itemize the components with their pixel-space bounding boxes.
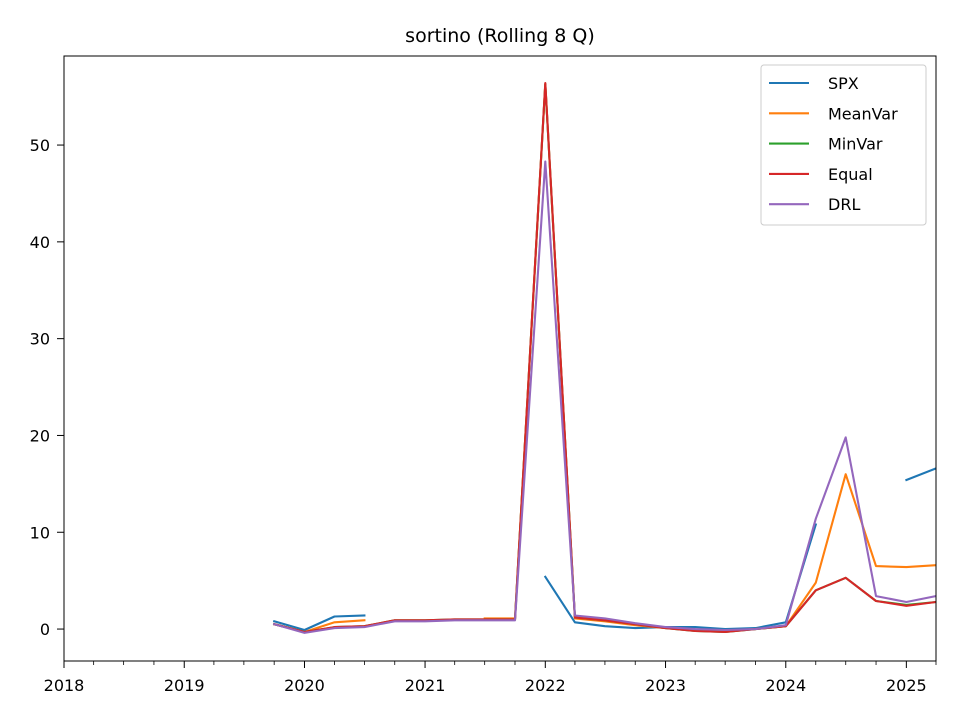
x-tick-label-2024: 2024 xyxy=(765,676,806,695)
legend-label-meanvar: MeanVar xyxy=(828,104,898,123)
x-axis: 2018 2019 2020 2021 2022 2023 2024 2025 xyxy=(44,661,937,695)
legend-item-meanvar: MeanVar xyxy=(769,104,898,123)
series-line-spx-0 xyxy=(272,614,366,632)
legend-item-minvar: MinVar xyxy=(769,135,883,154)
legend: SPX MeanVar MinVar Equal DRL xyxy=(760,64,927,226)
legend-label-minvar: MinVar xyxy=(828,135,883,154)
series-line-spx-1 xyxy=(543,523,818,631)
x-tick-label-2021: 2021 xyxy=(405,676,446,695)
x-tick-label-2020: 2020 xyxy=(284,676,325,695)
series-drl xyxy=(272,160,936,634)
legend-item-equal: Equal xyxy=(769,165,873,184)
plot-frame xyxy=(63,55,937,662)
legend-item-spx: SPX xyxy=(769,74,859,93)
series-spx xyxy=(272,467,936,632)
x-tick-label-2019: 2019 xyxy=(164,676,205,695)
y-tick-label-30: 30 xyxy=(30,330,50,349)
legend-label-equal: Equal xyxy=(828,165,873,184)
legend-label-spx: SPX xyxy=(828,74,859,93)
series-layer xyxy=(272,82,936,634)
legend-box xyxy=(760,64,927,226)
y-tick-label-20: 20 xyxy=(30,426,50,445)
y-tick-label-50: 50 xyxy=(30,136,50,155)
x-tick-label-2022: 2022 xyxy=(525,676,566,695)
x-tick-label-2023: 2023 xyxy=(645,676,686,695)
y-tick-label-0: 0 xyxy=(40,620,50,639)
x-tick-label-2018: 2018 xyxy=(44,676,85,695)
series-line-drl-0 xyxy=(272,160,936,634)
chart-title: sortino (Rolling 8 Q) xyxy=(405,25,595,47)
y-axis: 0 10 20 30 40 50 xyxy=(30,136,64,639)
series-line-spx-2 xyxy=(905,467,936,482)
x-tick-label-2025: 2025 xyxy=(886,676,927,695)
y-tick-label-40: 40 xyxy=(30,233,50,252)
y-tick-label-10: 10 xyxy=(30,523,50,542)
legend-label-drl: DRL xyxy=(828,195,860,214)
legend-item-drl: DRL xyxy=(769,195,860,214)
